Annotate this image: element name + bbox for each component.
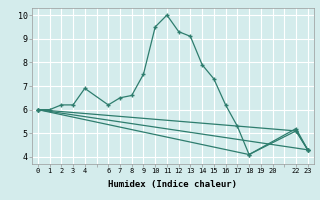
X-axis label: Humidex (Indice chaleur): Humidex (Indice chaleur) — [108, 180, 237, 189]
